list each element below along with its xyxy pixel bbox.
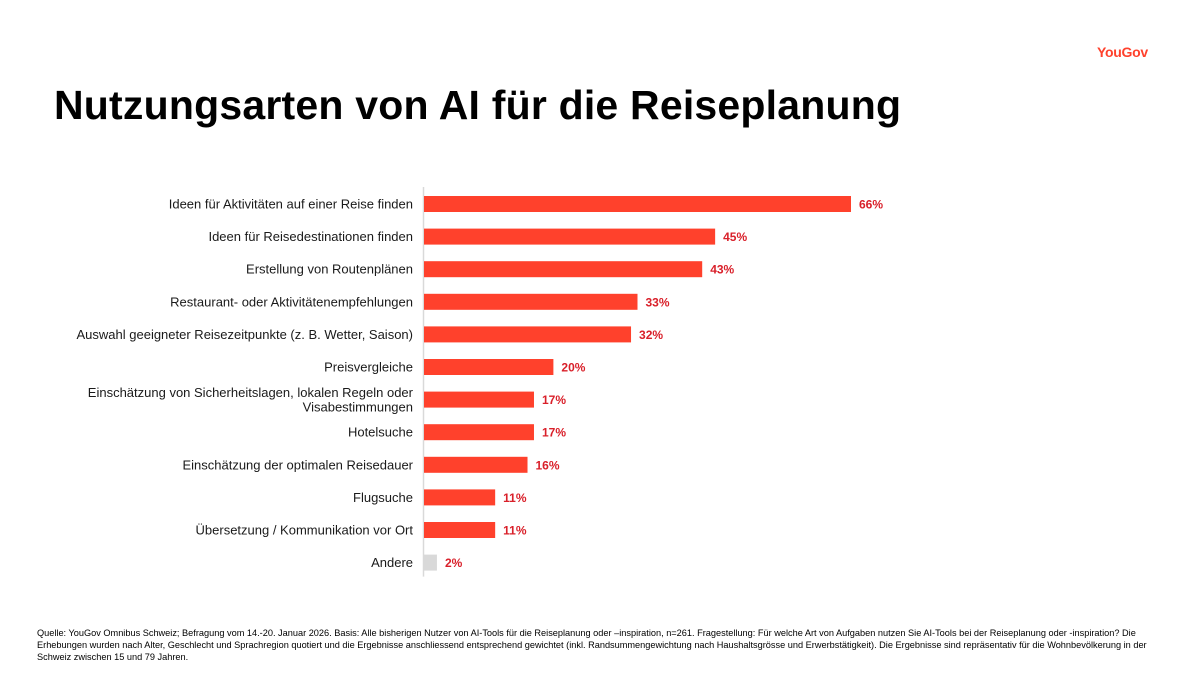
yougov-logo: YouGov [1097, 44, 1148, 60]
bar [424, 456, 528, 473]
category-label-line: Ideen für Reisedestinationen finden [208, 229, 413, 244]
category-label-line: Übersetzung / Kommunikation vor Ort [196, 523, 414, 538]
category-label: Übersetzung / Kommunikation vor Ort [196, 523, 414, 538]
bar [424, 293, 638, 310]
category-label: Flugsuche [353, 490, 413, 505]
bar [424, 326, 632, 343]
value-label: 11% [503, 491, 527, 505]
bar [424, 391, 534, 408]
category-label: Ideen für Reisedestinationen finden [208, 229, 413, 244]
bar [424, 359, 554, 375]
category-label: Einschätzung von Sicherheitslagen, lokal… [88, 385, 414, 415]
value-label: 45% [723, 230, 747, 244]
category-label: Erstellung von Routenplänen [246, 262, 413, 277]
bar [424, 554, 437, 571]
category-label-line: Einschätzung der optimalen Reisedauer [182, 457, 413, 472]
value-label: 66% [859, 198, 883, 212]
value-label: 32% [639, 328, 663, 342]
category-label-line: Ideen für Aktivitäten auf einer Reise fi… [169, 197, 413, 212]
bar [424, 424, 534, 441]
value-label: 2% [445, 556, 463, 570]
category-label: Auswahl geeigneter Reisezeitpunkte (z. B… [77, 327, 414, 342]
bar [424, 489, 496, 506]
category-label: Restaurant- oder Aktivitätenempfehlungen [170, 294, 413, 309]
bar [424, 261, 703, 278]
value-label: 43% [710, 263, 734, 277]
category-label-line: Visabestimmungen [303, 399, 413, 414]
value-label: 11% [503, 524, 527, 538]
category-label: Einschätzung der optimalen Reisedauer [182, 457, 413, 472]
value-label: 20% [561, 361, 585, 375]
bars-group: 66% Ideen für Aktivitäten auf einer Reise… [77, 196, 883, 571]
category-label-line: Preisvergleiche [324, 360, 413, 375]
value-label: 33% [646, 295, 670, 309]
category-label-line: Erstellung von Routenplänen [246, 262, 413, 277]
value-label: 17% [542, 393, 566, 407]
category-label-line: Auswahl geeigneter Reisezeitpunkte (z. B… [77, 327, 414, 342]
category-label: Hotelsuche [348, 425, 413, 440]
category-label: Preisvergleiche [324, 360, 413, 375]
bar [424, 196, 851, 212]
category-label-line: Andere [371, 555, 413, 570]
category-label-line: Hotelsuche [348, 425, 413, 440]
category-label: Ideen für Aktivitäten auf einer Reise fi… [169, 197, 413, 212]
category-label-line: Restaurant- oder Aktivitätenempfehlungen [170, 294, 413, 309]
bar [424, 522, 496, 538]
category-label-line: Flugsuche [353, 490, 413, 505]
category-label-line: Einschätzung von Sicherheitslagen, lokal… [88, 385, 414, 400]
value-label: 17% [542, 426, 566, 440]
bar [424, 228, 716, 245]
category-label: Andere [371, 555, 413, 570]
value-label: 16% [536, 458, 560, 472]
source-note: Quelle: YouGov Omnibus Schweiz; Befragun… [37, 628, 1147, 662]
page-title: Nutzungsarten von AI für die Reiseplanun… [54, 82, 902, 128]
